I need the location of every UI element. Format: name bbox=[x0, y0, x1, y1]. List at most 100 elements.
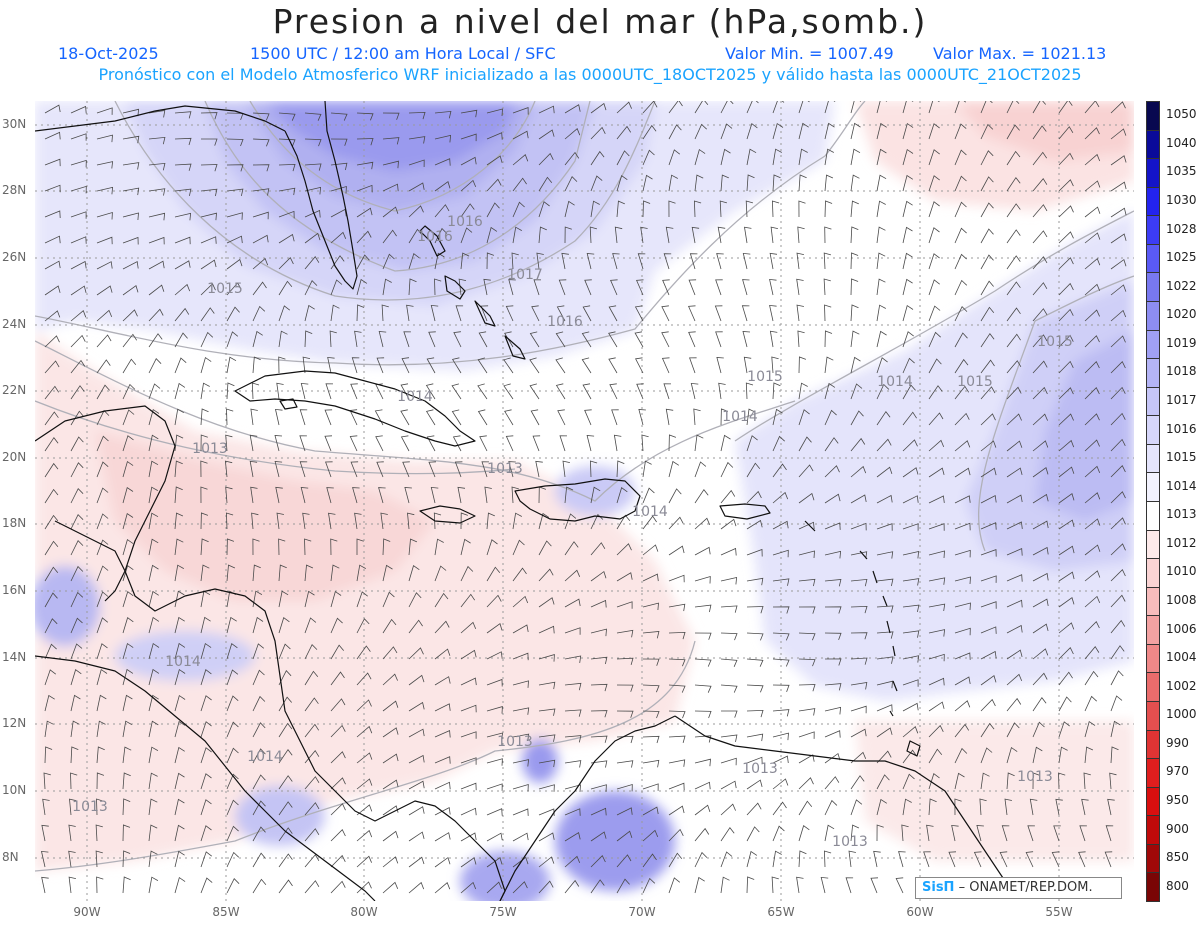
wind-barb bbox=[590, 486, 601, 504]
wind-barb bbox=[407, 512, 415, 530]
wind-barb bbox=[772, 850, 782, 868]
wind-barb bbox=[122, 798, 131, 816]
wind-barb bbox=[928, 550, 945, 559]
wind-barb bbox=[408, 205, 424, 218]
wind-barb bbox=[1110, 465, 1126, 478]
wind-barb bbox=[408, 182, 425, 192]
wind-barb bbox=[148, 236, 165, 245]
wind-barb bbox=[356, 645, 371, 660]
wind-barb bbox=[148, 308, 164, 322]
wind-barb bbox=[612, 253, 620, 270]
wind-barb bbox=[1032, 101, 1047, 114]
wind-barb bbox=[1032, 467, 1049, 478]
wind-barb bbox=[642, 460, 652, 478]
wind-barb bbox=[44, 720, 54, 738]
wind-barb bbox=[590, 513, 604, 530]
wind-barb bbox=[642, 544, 659, 556]
wind-barb bbox=[330, 590, 342, 608]
wind-barb bbox=[715, 331, 723, 348]
wind-barb bbox=[200, 512, 209, 530]
wind-barb bbox=[538, 568, 554, 582]
wind-barb bbox=[274, 435, 283, 452]
wind-barb bbox=[824, 776, 840, 790]
wind-barb bbox=[954, 676, 971, 686]
wind-barb bbox=[772, 578, 790, 586]
contour-label: 1014 bbox=[247, 749, 283, 765]
wind-barb bbox=[661, 331, 670, 348]
wind-barb bbox=[902, 630, 920, 638]
wind-barb bbox=[1058, 205, 1074, 218]
wind-barb bbox=[668, 460, 680, 478]
wind-barb bbox=[564, 513, 577, 530]
wind-barb bbox=[330, 617, 343, 634]
wind-barb bbox=[1110, 491, 1126, 504]
wind-barb bbox=[1110, 720, 1121, 738]
wind-barb bbox=[642, 877, 656, 894]
colorbar-swatch bbox=[1146, 586, 1160, 617]
lon-label: 80W bbox=[350, 905, 378, 919]
wind-barb bbox=[503, 383, 514, 400]
wind-barb bbox=[276, 382, 284, 400]
wind-barb bbox=[668, 658, 686, 667]
wind-barb bbox=[980, 722, 995, 738]
wind-barb bbox=[1032, 413, 1048, 426]
wind-barb bbox=[928, 305, 941, 322]
wind-barb bbox=[824, 101, 836, 114]
wind-barb bbox=[122, 212, 139, 221]
wind-barb bbox=[1110, 594, 1126, 608]
isobar-1015-east bbox=[734, 210, 1134, 442]
wind-barb bbox=[616, 200, 625, 218]
wind-barb bbox=[512, 624, 529, 634]
wind-barb bbox=[122, 617, 134, 634]
wind-barb bbox=[582, 383, 592, 400]
wind-barb bbox=[564, 569, 581, 582]
wind-barb bbox=[382, 700, 399, 712]
colorbar-swatch bbox=[1146, 758, 1160, 788]
colorbar-label: 1015 bbox=[1166, 450, 1197, 465]
colorbar-swatch bbox=[1146, 643, 1160, 674]
wind-barb bbox=[798, 436, 812, 452]
wind-barb bbox=[980, 386, 996, 400]
wind-barb bbox=[330, 112, 348, 121]
wind-barb bbox=[122, 135, 140, 144]
wind-barb bbox=[512, 783, 529, 792]
wind-barb bbox=[798, 800, 813, 816]
wind-barb bbox=[460, 857, 477, 868]
wind-barb bbox=[226, 235, 243, 244]
wind-barb bbox=[1084, 646, 1100, 660]
wind-barb bbox=[200, 382, 210, 400]
wind-barb bbox=[174, 307, 190, 322]
coast-hispaniola bbox=[514, 478, 641, 522]
wind-barb bbox=[798, 606, 816, 614]
wind-barb bbox=[44, 335, 60, 348]
wind-barb bbox=[174, 538, 184, 556]
wind-barb bbox=[564, 541, 579, 556]
wind-barb bbox=[425, 409, 436, 426]
wind-barb bbox=[1006, 494, 1023, 504]
coast-bahamas-2 bbox=[444, 275, 466, 300]
wind-barb bbox=[122, 876, 131, 894]
wind-barb bbox=[1032, 746, 1043, 764]
wind-barb bbox=[426, 435, 436, 452]
wind-barb bbox=[928, 603, 946, 612]
wind-barb bbox=[564, 627, 581, 635]
shade-pocket-1 bbox=[35, 566, 100, 646]
wind-barb bbox=[1058, 545, 1075, 556]
wind-barb bbox=[714, 305, 723, 322]
wind-barb bbox=[1110, 438, 1126, 452]
wind-barb bbox=[746, 756, 763, 765]
wind-barb bbox=[928, 523, 945, 531]
wind-barb bbox=[408, 111, 426, 120]
wind-barb bbox=[616, 854, 632, 868]
wind-barb bbox=[1110, 569, 1126, 582]
wind-barb bbox=[200, 747, 212, 764]
wind-barb bbox=[848, 850, 856, 868]
wind-barb bbox=[898, 851, 906, 868]
wind-barb bbox=[148, 162, 166, 171]
wind-barb bbox=[668, 174, 678, 192]
wind-barb bbox=[226, 564, 236, 582]
wind-barb bbox=[901, 824, 909, 842]
wind-barb bbox=[430, 486, 439, 504]
colorbar-label: 1020 bbox=[1166, 307, 1197, 322]
wind-barb bbox=[458, 278, 467, 296]
